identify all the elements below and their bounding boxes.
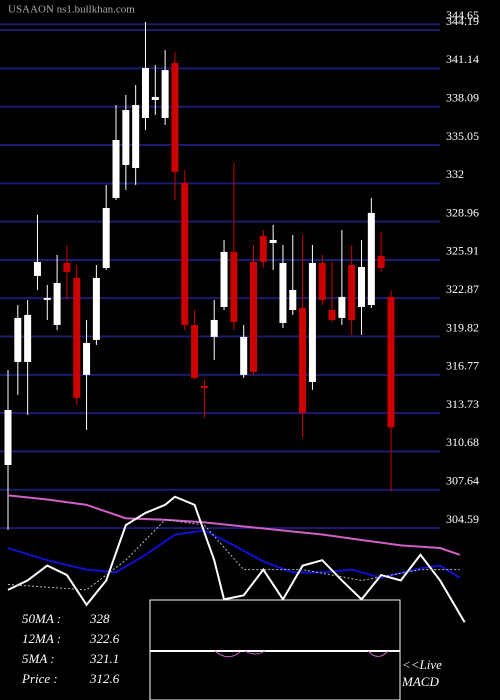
candle-body <box>230 251 238 322</box>
indicator-line <box>7 529 461 579</box>
candle-body <box>102 208 110 269</box>
candle-body <box>83 342 91 375</box>
candle-body <box>250 261 257 372</box>
candle-body <box>53 282 61 325</box>
legend-value: 312.6 <box>89 671 120 686</box>
indicator-line <box>7 495 466 623</box>
y-tick-label: 307.64 <box>446 473 479 487</box>
y-tick-label: 322.87 <box>446 282 479 296</box>
legend-value: 321.1 <box>89 651 119 666</box>
y-tick-label: 325.91 <box>446 244 479 258</box>
candle-body <box>200 385 208 388</box>
y-tick-label: 304.59 <box>446 512 479 526</box>
legend-label: 50MA : <box>22 611 61 626</box>
legend-label: 5MA : <box>22 651 55 666</box>
indicator-line <box>7 519 460 591</box>
candle-body <box>92 277 100 340</box>
candle-body <box>328 310 336 320</box>
candle-body <box>141 68 149 118</box>
candle-body <box>279 262 287 323</box>
candle-body <box>43 297 51 300</box>
y-tick-label: 344.65 <box>446 8 479 22</box>
candle-body <box>220 251 228 307</box>
candle-body <box>289 290 297 311</box>
candle-body <box>181 182 189 325</box>
candle-body <box>259 235 267 262</box>
annotation: MACD <box>401 674 439 689</box>
indicator-line <box>7 494 461 556</box>
candle-body <box>210 319 218 337</box>
y-tick-label: 332 <box>446 167 464 181</box>
y-tick-label: 313.73 <box>446 397 479 411</box>
candle-body <box>348 264 356 320</box>
macd-histogram <box>214 650 389 658</box>
candle-body <box>151 96 159 100</box>
legend-label: Price : <box>21 671 58 686</box>
y-tick-label: 344.19 <box>446 14 479 28</box>
candle-body <box>33 261 41 276</box>
candle-body <box>122 110 130 166</box>
candle-body <box>299 307 307 413</box>
candle-body <box>161 70 169 118</box>
y-tick-label: 310.68 <box>446 435 479 449</box>
candle-body <box>4 409 12 465</box>
chart-title: USAAON ns1.bullkhan.com <box>8 4 135 16</box>
candle-body <box>132 105 140 169</box>
candle-body <box>24 314 32 362</box>
y-tick-label: 335.05 <box>446 129 479 143</box>
legend-label: 12MA : <box>22 631 61 646</box>
y-tick-label: 328.96 <box>446 205 479 219</box>
y-tick-label: 316.77 <box>446 359 479 373</box>
candle-body <box>171 63 179 172</box>
candle-body <box>63 262 71 272</box>
y-tick-label: 338.09 <box>446 91 479 105</box>
legend-value: 322.6 <box>89 631 120 646</box>
candle-body <box>14 317 22 362</box>
candle-body <box>73 277 81 398</box>
candle-body <box>367 212 375 305</box>
candle-body <box>112 139 120 198</box>
annotation: <<Live <box>402 657 442 672</box>
candle-body <box>377 255 385 269</box>
candle-body <box>191 324 199 378</box>
legend-value: 328 <box>89 611 110 626</box>
candle-body <box>387 296 395 428</box>
candle-body <box>308 262 316 382</box>
candle-body <box>338 296 346 318</box>
y-tick-label: 319.82 <box>446 320 479 334</box>
candle-body <box>358 266 366 307</box>
candle-body <box>318 262 326 300</box>
candle-body <box>269 239 277 243</box>
y-tick-label: 341.14 <box>446 52 479 66</box>
candle-body <box>240 336 248 375</box>
